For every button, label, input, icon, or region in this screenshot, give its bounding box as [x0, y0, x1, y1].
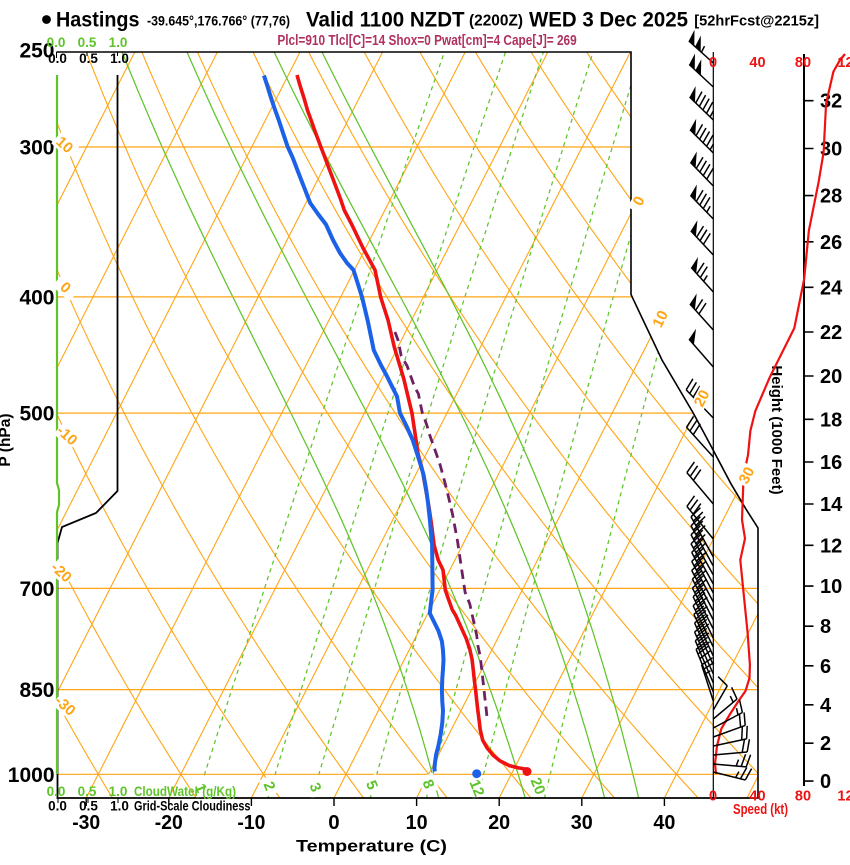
svg-text:10: 10	[820, 576, 842, 598]
svg-text:40: 40	[653, 811, 675, 834]
svg-text:10: 10	[649, 308, 672, 331]
svg-text:20: 20	[488, 811, 510, 834]
svg-text:20: 20	[820, 366, 842, 388]
svg-text:0.5: 0.5	[78, 35, 97, 50]
svg-text:18: 18	[820, 409, 842, 431]
svg-text:Temperature (C): Temperature (C)	[296, 838, 447, 856]
svg-text:12: 12	[820, 535, 842, 557]
svg-text:0.5: 0.5	[79, 799, 98, 814]
svg-text:4: 4	[820, 695, 832, 717]
svg-text:0.0: 0.0	[47, 784, 66, 799]
svg-text:0.0: 0.0	[47, 35, 66, 50]
svg-text:32: 32	[820, 91, 842, 113]
svg-text:12: 12	[837, 55, 850, 71]
svg-text:-39.645°,176.766° (77,76): -39.645°,176.766° (77,76)	[147, 14, 290, 29]
svg-text:0: 0	[709, 789, 717, 805]
svg-text:250: 250	[19, 40, 54, 63]
svg-text:20: 20	[691, 387, 714, 410]
svg-text:12: 12	[837, 789, 850, 805]
svg-text:CloudWater (g/Kg): CloudWater (g/Kg)	[134, 783, 236, 799]
svg-text:1.0: 1.0	[109, 784, 128, 799]
svg-text:1.0: 1.0	[110, 51, 129, 66]
svg-text:P (hPa): P (hPa)	[0, 413, 14, 466]
svg-text:14: 14	[820, 494, 843, 516]
svg-text:80: 80	[795, 789, 811, 805]
svg-text:0.0: 0.0	[48, 51, 67, 66]
svg-text:Hastings: Hastings	[56, 8, 140, 32]
svg-text:Height (1000 Feet): Height (1000 Feet)	[768, 365, 785, 494]
svg-text:10: 10	[406, 811, 428, 834]
svg-text:WED 3 Dec 2025: WED 3 Dec 2025	[529, 9, 688, 32]
svg-text:1.0: 1.0	[110, 799, 129, 814]
svg-text:1000: 1000	[8, 764, 55, 787]
svg-text:30: 30	[820, 139, 842, 161]
svg-text:8: 8	[820, 616, 831, 638]
svg-text:40: 40	[749, 789, 765, 805]
svg-text:30: 30	[571, 811, 593, 834]
svg-text:0.5: 0.5	[79, 51, 98, 66]
svg-text:400: 400	[19, 286, 54, 309]
svg-text:Speed (kt): Speed (kt)	[733, 802, 788, 818]
svg-text:Grid-Scale Cloudiness: Grid-Scale Cloudiness	[134, 798, 251, 814]
svg-text:700: 700	[19, 578, 54, 601]
svg-text:22: 22	[820, 322, 842, 344]
svg-text:-20: -20	[155, 811, 183, 834]
svg-text:(2200Z): (2200Z)	[469, 13, 523, 30]
svg-text:1.0: 1.0	[109, 35, 128, 50]
svg-text:0.5: 0.5	[78, 784, 97, 799]
svg-text:12: 12	[466, 777, 488, 799]
svg-text:0: 0	[820, 771, 831, 793]
svg-text:30: 30	[736, 464, 759, 487]
svg-text:[52hrFcst@2215z]: [52hrFcst@2215z]	[694, 13, 819, 30]
svg-text:28: 28	[820, 186, 842, 208]
svg-text:300: 300	[19, 136, 54, 159]
svg-text:850: 850	[19, 679, 54, 702]
svg-text:20: 20	[527, 775, 549, 797]
svg-text:0: 0	[709, 55, 717, 71]
svg-text:80: 80	[795, 55, 811, 71]
svg-text:6: 6	[820, 656, 831, 678]
svg-text:-30: -30	[72, 811, 100, 834]
svg-text:16: 16	[820, 452, 842, 474]
svg-text:500: 500	[19, 403, 54, 426]
svg-text:0.0: 0.0	[48, 799, 67, 814]
svg-text:0: 0	[328, 811, 339, 834]
svg-text:Valid 1100 NZDT: Valid 1100 NZDT	[306, 9, 465, 32]
svg-text:2: 2	[820, 733, 831, 755]
svg-text:-10: -10	[237, 811, 265, 834]
svg-text:24: 24	[820, 277, 843, 299]
svg-text:Plcl=910 Tlcl[C]=14 Shox=0 Pwa: Plcl=910 Tlcl[C]=14 Shox=0 Pwat[cm]=4 Ca…	[277, 33, 576, 49]
svg-text:40: 40	[749, 55, 765, 71]
svg-text:26: 26	[820, 232, 842, 254]
